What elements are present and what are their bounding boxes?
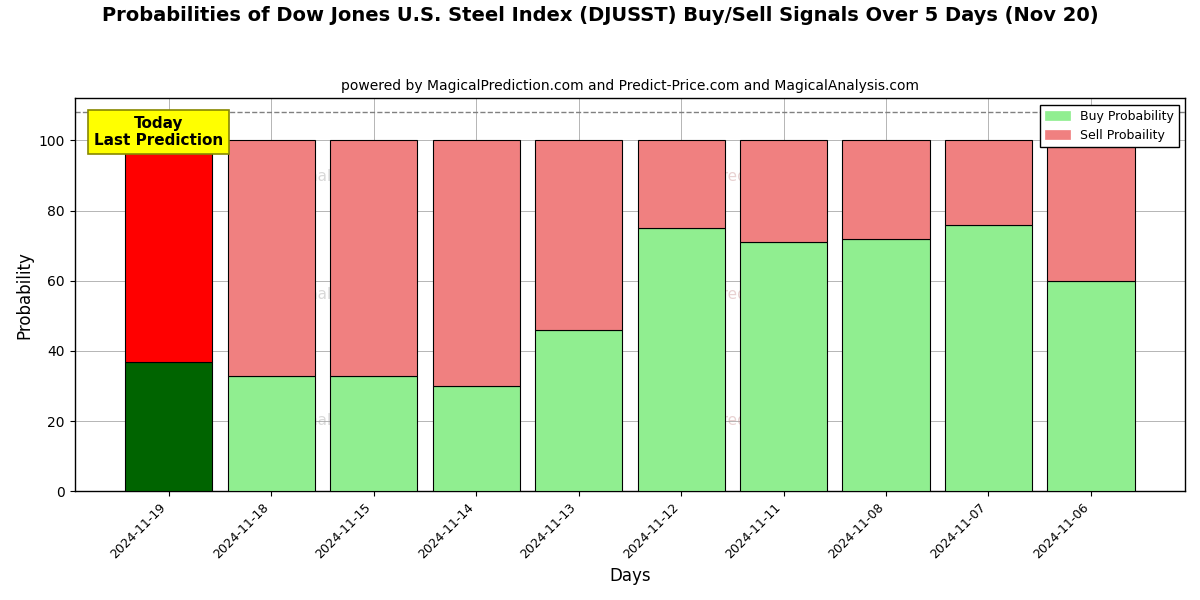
Text: MagicalAnalysis.com: MagicalAnalysis.com [239, 413, 398, 428]
Bar [1048, 281, 1134, 491]
Text: MagicalPrediction.com: MagicalPrediction.com [655, 287, 827, 302]
Text: Today
Last Prediction: Today Last Prediction [94, 116, 223, 148]
Bar [944, 224, 1032, 491]
Bar [535, 330, 622, 491]
Text: MagicalAnalysis.com: MagicalAnalysis.com [239, 287, 398, 302]
Text: MagicalPrediction.com: MagicalPrediction.com [655, 413, 827, 428]
Y-axis label: Probability: Probability [16, 251, 34, 339]
Bar [637, 140, 725, 228]
Bar [1048, 140, 1134, 281]
Bar [842, 239, 930, 491]
Legend: Buy Probability, Sell Probaility: Buy Probability, Sell Probaility [1040, 104, 1178, 147]
Bar [432, 140, 520, 386]
Bar [944, 140, 1032, 224]
Bar [228, 140, 314, 376]
Text: Probabilities of Dow Jones U.S. Steel Index (DJUSST) Buy/Sell Signals Over 5 Day: Probabilities of Dow Jones U.S. Steel In… [102, 6, 1098, 25]
Bar [535, 140, 622, 330]
Bar [125, 362, 212, 491]
Bar [228, 376, 314, 491]
X-axis label: Days: Days [610, 567, 650, 585]
Bar [740, 242, 827, 491]
Text: MagicalPrediction.com: MagicalPrediction.com [655, 169, 827, 184]
Text: MagicalAnalysis.com: MagicalAnalysis.com [239, 169, 398, 184]
Bar [125, 140, 212, 362]
Title: powered by MagicalPrediction.com and Predict-Price.com and MagicalAnalysis.com: powered by MagicalPrediction.com and Pre… [341, 79, 919, 93]
Bar [330, 376, 418, 491]
Bar [740, 140, 827, 242]
Bar [842, 140, 930, 239]
Bar [330, 140, 418, 376]
Bar [432, 386, 520, 491]
Bar [637, 228, 725, 491]
